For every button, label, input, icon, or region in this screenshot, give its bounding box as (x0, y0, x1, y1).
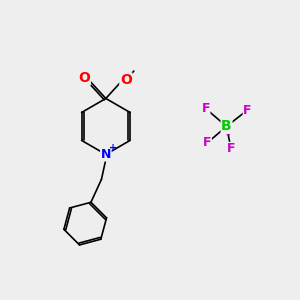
Text: F: F (243, 104, 251, 117)
Text: -: - (226, 130, 230, 140)
Text: O: O (78, 71, 90, 85)
Text: F: F (227, 142, 235, 155)
Text: B: B (221, 119, 232, 134)
Text: N: N (100, 148, 111, 161)
Text: +: + (109, 143, 117, 153)
Text: F: F (203, 136, 212, 149)
Text: O: O (120, 73, 132, 87)
Text: F: F (202, 102, 210, 115)
